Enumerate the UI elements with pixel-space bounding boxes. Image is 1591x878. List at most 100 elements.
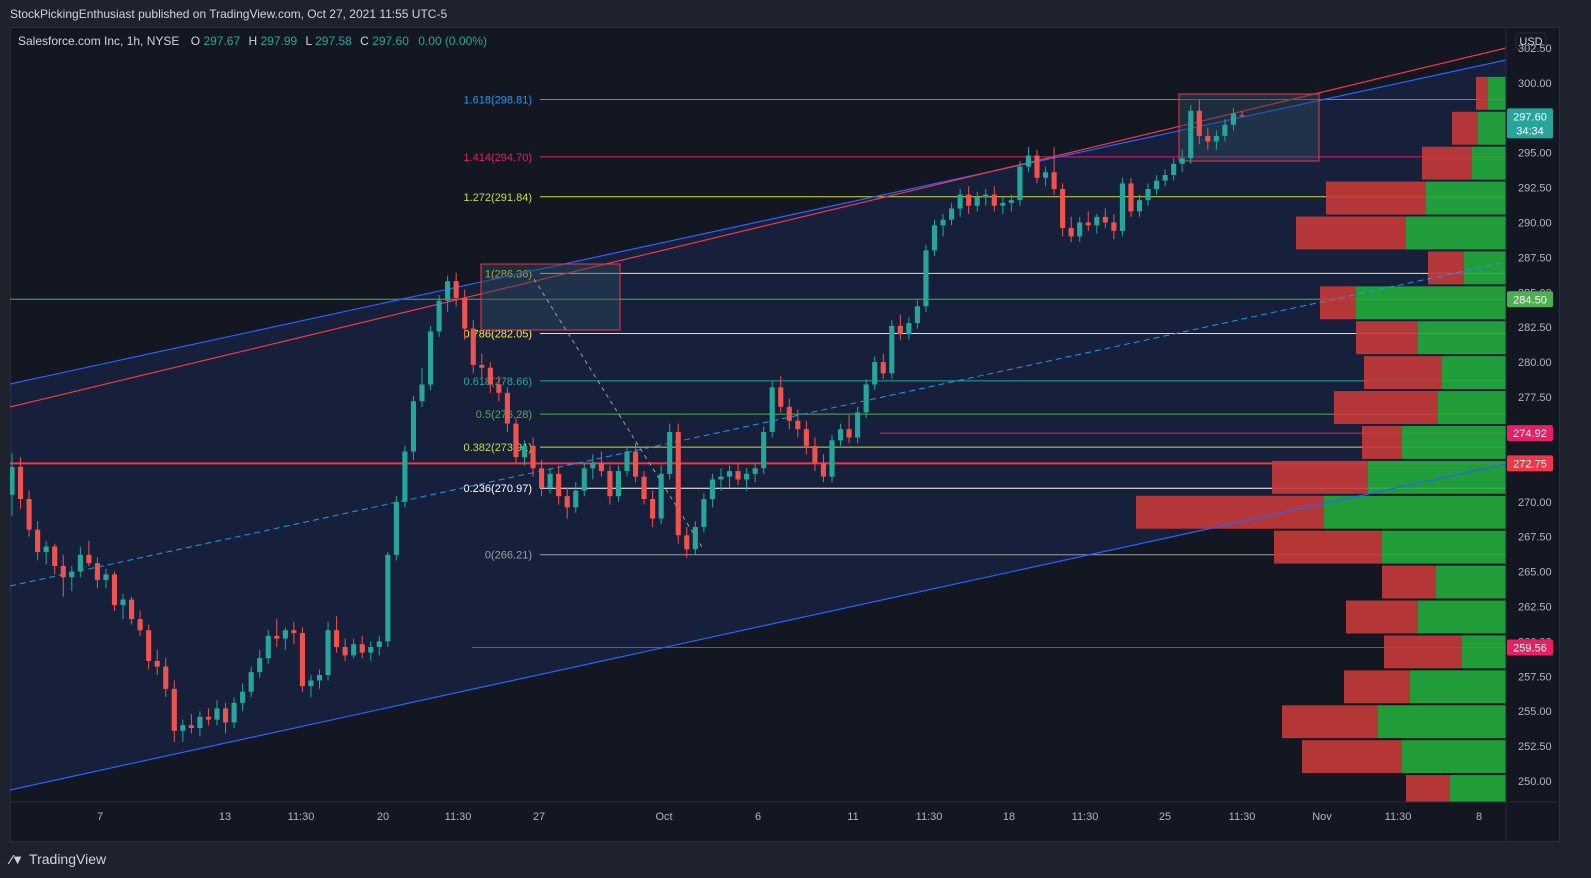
candle-body xyxy=(334,630,340,647)
volume-profile-down-bar xyxy=(1422,146,1472,180)
candle-body xyxy=(410,401,417,452)
volume-profile-up-bar xyxy=(1324,495,1506,529)
candle-body xyxy=(667,431,673,474)
candle-body xyxy=(479,364,485,368)
volume-profile-up-bar xyxy=(1368,460,1506,494)
price-tick-label: 250.00 xyxy=(1518,776,1552,788)
candle-body xyxy=(86,554,92,564)
candle-body xyxy=(197,716,203,728)
currency-badge[interactable] xyxy=(1515,32,1547,50)
tradingview-logo-icon: ⁄▼ xyxy=(10,851,24,867)
fib-level-label: 0.236(270.97) xyxy=(464,483,533,495)
candle-body xyxy=(957,194,963,209)
time-tick-label: 11:30 xyxy=(288,811,315,823)
candle-body xyxy=(17,466,24,499)
candle-body xyxy=(205,716,212,720)
candle-body xyxy=(897,325,903,335)
candle-body xyxy=(1179,158,1185,164)
candle-body xyxy=(914,306,920,324)
volume-profile-down-bar xyxy=(1428,251,1464,285)
candle-body xyxy=(769,387,775,432)
candle-body xyxy=(94,563,100,580)
svg-text:Salesforce.com Inc, 1h, NYSE: Salesforce.com Inc, 1h, NYSE O 297.67 H … xyxy=(18,34,487,48)
volume-profile-down-bar xyxy=(1344,670,1410,704)
fib-level-label: 1(286.36) xyxy=(485,268,532,280)
volume-profile-down-bar xyxy=(1334,391,1438,424)
time-tick-label: 8 xyxy=(1476,811,1482,823)
axes: USD 250.00252.50255.00257.50260.00262.50… xyxy=(10,27,1560,842)
candle-body xyxy=(923,250,929,307)
price-tag-label: 274.92 xyxy=(1513,428,1547,440)
price-tick-label: 270.00 xyxy=(1518,497,1552,509)
candle-body xyxy=(103,574,109,580)
candle-body xyxy=(761,431,767,469)
fib-level-label: 1.414(294.70) xyxy=(464,152,533,164)
candle-body xyxy=(282,630,288,639)
volume-profile-down-bar xyxy=(1356,321,1418,355)
price-tick-label: 302.50 xyxy=(1518,43,1552,55)
price-tick-label: 282.50 xyxy=(1518,322,1552,334)
candle-body xyxy=(744,473,750,480)
candle-body xyxy=(10,466,15,495)
candle-body xyxy=(855,412,861,438)
candle-body xyxy=(692,526,698,550)
candle-body xyxy=(60,566,66,578)
channel-fill xyxy=(10,60,1506,790)
candle-body xyxy=(880,362,886,374)
volume-profile-down-bar xyxy=(1320,286,1356,320)
footer-brand[interactable]: ⁄▼ TradingView xyxy=(10,851,106,867)
plot-area[interactable]: 1.618(298.81) 1.414(294.70) 1.272(291.84) 1… xyxy=(10,47,1506,842)
candle-body xyxy=(1119,183,1125,231)
highlight-box xyxy=(1178,93,1320,162)
candle-body xyxy=(795,420,801,430)
candle-body xyxy=(1102,216,1108,223)
candle-body xyxy=(786,406,792,421)
price-tag xyxy=(1507,425,1553,442)
volume-profile-up-bar xyxy=(1418,600,1506,634)
volume-profile-down-bar xyxy=(1346,600,1418,634)
candle-body xyxy=(231,702,237,723)
price-chart[interactable]: 1.618(298.81) 1.414(294.70) 1.272(291.84) 1… xyxy=(10,27,1560,842)
candle-body xyxy=(154,660,160,667)
candle-body xyxy=(1111,222,1117,231)
volume-profile-down-bar xyxy=(1326,181,1426,215)
volume-profile-down-bar xyxy=(1382,565,1436,599)
close-label: C xyxy=(360,34,369,48)
price-tag-label: 284.50 xyxy=(1513,294,1547,306)
time-tick-label: 27 xyxy=(533,811,545,823)
fib-level-label: 0.5(276.28) xyxy=(476,409,532,421)
channel-median-line xyxy=(10,261,1506,587)
low-value: 297.58 xyxy=(315,34,352,48)
candle-body xyxy=(1051,172,1057,189)
volume-profile-up-bar xyxy=(1442,356,1506,390)
candle-body xyxy=(829,440,835,477)
volume-profile-up-bar xyxy=(1488,76,1506,110)
price-tick-label: 257.50 xyxy=(1518,671,1552,683)
candle-body xyxy=(1213,135,1219,142)
candle-body xyxy=(590,462,596,469)
volume-profile-up-bar xyxy=(1402,425,1506,459)
candle-body xyxy=(863,384,869,413)
candle-body xyxy=(393,501,399,555)
fib-level-label: 0.618(278.66) xyxy=(464,376,533,388)
candle-body xyxy=(69,571,75,578)
candle-body xyxy=(658,473,664,519)
candle-body xyxy=(556,473,562,497)
volume-profile-down-bar xyxy=(1452,111,1478,145)
candle-body xyxy=(889,325,895,374)
candle-body xyxy=(991,194,997,206)
candle-body xyxy=(530,445,536,469)
candle-body xyxy=(129,599,135,620)
candle-body xyxy=(966,194,972,206)
candle-body xyxy=(1230,113,1237,125)
candle-body xyxy=(983,194,989,198)
volume-profile-up-bar xyxy=(1438,391,1506,424)
fib-level-label: 0.786(282.05) xyxy=(464,329,533,341)
price-tick-label: 252.50 xyxy=(1518,741,1552,753)
candle-body xyxy=(1145,188,1151,201)
candle-body xyxy=(419,384,425,402)
candle-body xyxy=(573,490,579,508)
volume-profile-up-bar xyxy=(1406,216,1506,250)
candle-body xyxy=(974,197,980,206)
candle-body xyxy=(342,647,348,656)
